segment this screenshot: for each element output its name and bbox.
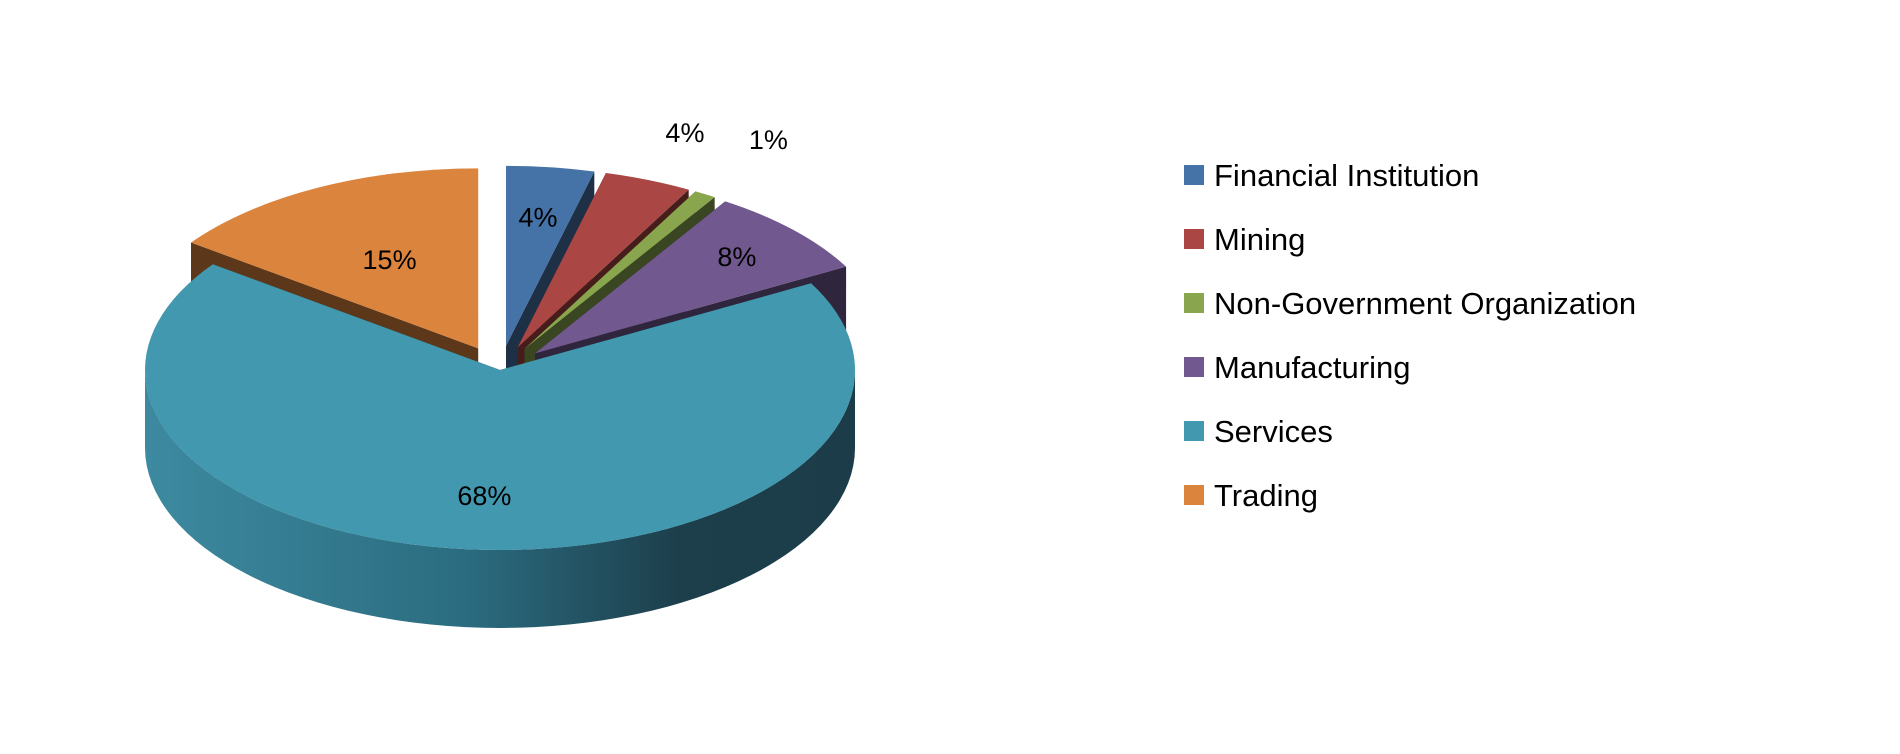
slice-top-financial-institution [506,165,595,346]
legend-swatch-manufacturing [1184,357,1204,377]
legend-item-mining: Mining [1184,222,1305,257]
data-labels: 4% 4% 1% 8% 68% 15% [363,118,788,511]
slice-side-services [145,370,855,628]
legend-swatch-trading [1184,485,1204,505]
legend-label-services: Services [1214,414,1333,449]
data-label-trading: 15% [363,245,417,275]
legend-swatch-non-government-organization [1184,293,1204,313]
data-label-non-government-organization: 1% [749,125,788,155]
data-label-manufacturing: 8% [717,242,756,272]
data-label-mining: 4% [665,118,704,148]
legend-swatch-financial-institution [1184,165,1204,185]
slice-top-services [145,264,856,550]
slice-services [145,264,856,628]
legend-item-services: Services [1184,414,1333,449]
slice-top-non-government-organization [524,191,715,350]
legend-label-non-government-organization: Non-Government Organization [1214,286,1636,321]
legend-swatch-services [1184,421,1204,441]
legend-item-financial-institution: Financial Institution [1184,158,1479,193]
legend-item-non-government-organization: Non-Government Organization [1184,286,1636,321]
legend-label-mining: Mining [1214,222,1305,257]
pie-slices [145,165,856,628]
legend: Financial Institution Mining Non-Governmen… [1184,158,1636,513]
legend-label-manufacturing: Manufacturing [1214,350,1410,385]
slice-top-manufacturing [534,201,847,354]
data-label-services: 68% [457,481,511,511]
slice-top-mining [517,173,689,348]
legend-label-financial-institution: Financial Institution [1214,158,1479,193]
slice-top-trading [191,168,479,349]
legend-swatch-mining [1184,229,1204,249]
legend-item-manufacturing: Manufacturing [1184,350,1410,385]
data-label-financial-institution: 4% [519,202,558,232]
legend-label-trading: Trading [1214,478,1318,513]
legend-item-trading: Trading [1184,478,1318,513]
